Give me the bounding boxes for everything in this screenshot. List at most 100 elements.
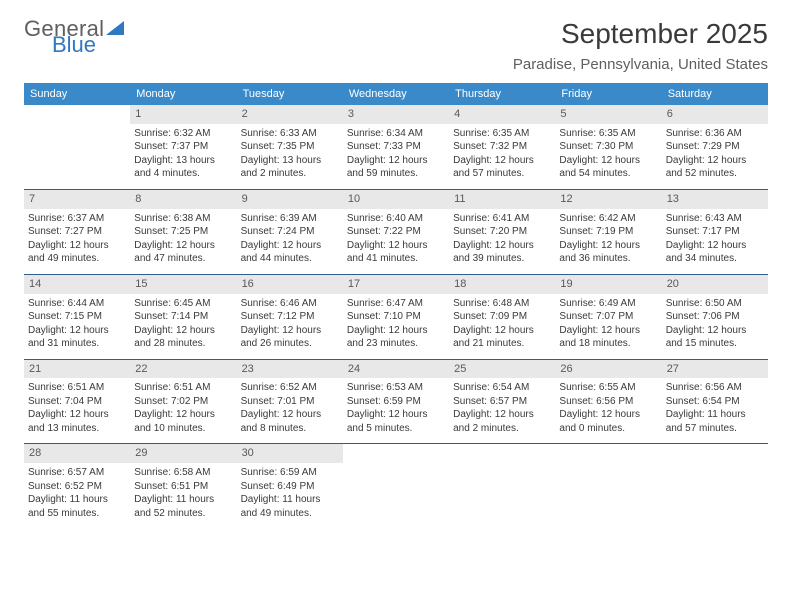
daylight-text: Daylight: 12 hours and 5 minutes. <box>347 408 445 435</box>
week-row: Sunrise: 6:37 AMSunset: 7:27 PMDaylight:… <box>24 209 768 274</box>
day-cell: Sunrise: 6:35 AMSunset: 7:30 PMDaylight:… <box>555 124 661 189</box>
daylight-text: Daylight: 12 hours and 47 minutes. <box>134 239 232 266</box>
day-cell: Sunrise: 6:35 AMSunset: 7:32 PMDaylight:… <box>449 124 555 189</box>
day-cell: Sunrise: 6:32 AMSunset: 7:37 PMDaylight:… <box>130 124 236 189</box>
sunset-text: Sunset: 7:17 PM <box>666 225 764 239</box>
sunrise-text: Sunrise: 6:53 AM <box>347 381 445 395</box>
week-row: Sunrise: 6:51 AMSunset: 7:04 PMDaylight:… <box>24 378 768 443</box>
day-cell: Sunrise: 6:51 AMSunset: 7:02 PMDaylight:… <box>130 378 236 443</box>
day-number-row: 123456 <box>24 105 768 124</box>
daylight-text: Daylight: 12 hours and 8 minutes. <box>241 408 339 435</box>
sunset-text: Sunset: 7:32 PM <box>453 140 551 154</box>
weekday-header: Monday <box>130 83 236 105</box>
sunrise-text: Sunrise: 6:43 AM <box>666 212 764 226</box>
daylight-text: Daylight: 12 hours and 15 minutes. <box>666 324 764 351</box>
logo: General Blue <box>24 18 124 56</box>
day-cell: Sunrise: 6:46 AMSunset: 7:12 PMDaylight:… <box>237 294 343 359</box>
daylight-text: Daylight: 12 hours and 44 minutes. <box>241 239 339 266</box>
day-cell: Sunrise: 6:49 AMSunset: 7:07 PMDaylight:… <box>555 294 661 359</box>
daylight-text: Daylight: 12 hours and 59 minutes. <box>347 154 445 181</box>
day-cell: Sunrise: 6:58 AMSunset: 6:51 PMDaylight:… <box>130 463 236 528</box>
day-cell: Sunrise: 6:40 AMSunset: 7:22 PMDaylight:… <box>343 209 449 274</box>
daylight-text: Daylight: 12 hours and 36 minutes. <box>559 239 657 266</box>
daylight-text: Daylight: 12 hours and 34 minutes. <box>666 239 764 266</box>
sunset-text: Sunset: 7:01 PM <box>241 395 339 409</box>
sunset-text: Sunset: 7:20 PM <box>453 225 551 239</box>
day-number-row: 282930 <box>24 444 768 463</box>
weekday-header: Sunday <box>24 83 130 105</box>
daylight-text: Daylight: 12 hours and 21 minutes. <box>453 324 551 351</box>
calendar-table: Sunday Monday Tuesday Wednesday Thursday… <box>24 83 768 528</box>
sunset-text: Sunset: 7:37 PM <box>134 140 232 154</box>
sunset-text: Sunset: 6:56 PM <box>559 395 657 409</box>
sunrise-text: Sunrise: 6:49 AM <box>559 297 657 311</box>
day-number: 26 <box>555 360 661 379</box>
day-cell: Sunrise: 6:36 AMSunset: 7:29 PMDaylight:… <box>662 124 768 189</box>
sunset-text: Sunset: 6:57 PM <box>453 395 551 409</box>
daylight-text: Daylight: 12 hours and 18 minutes. <box>559 324 657 351</box>
sunrise-text: Sunrise: 6:34 AM <box>347 127 445 141</box>
day-cell: Sunrise: 6:45 AMSunset: 7:14 PMDaylight:… <box>130 294 236 359</box>
day-number-row: 14151617181920 <box>24 275 768 294</box>
sunrise-text: Sunrise: 6:51 AM <box>134 381 232 395</box>
daylight-text: Daylight: 12 hours and 54 minutes. <box>559 154 657 181</box>
day-cell: Sunrise: 6:42 AMSunset: 7:19 PMDaylight:… <box>555 209 661 274</box>
daylight-text: Daylight: 12 hours and 39 minutes. <box>453 239 551 266</box>
day-cell: Sunrise: 6:57 AMSunset: 6:52 PMDaylight:… <box>24 463 130 528</box>
day-number: 6 <box>662 105 768 124</box>
sunrise-text: Sunrise: 6:39 AM <box>241 212 339 226</box>
day-number: 21 <box>24 360 130 379</box>
day-number: 24 <box>343 360 449 379</box>
day-number-row: 78910111213 <box>24 190 768 209</box>
sunset-text: Sunset: 6:59 PM <box>347 395 445 409</box>
day-number: 16 <box>237 275 343 294</box>
day-number <box>449 444 555 463</box>
daylight-text: Daylight: 12 hours and 0 minutes. <box>559 408 657 435</box>
daylight-text: Daylight: 12 hours and 13 minutes. <box>28 408 126 435</box>
sunset-text: Sunset: 7:15 PM <box>28 310 126 324</box>
location-subtitle: Paradise, Pennsylvania, United States <box>513 56 768 73</box>
day-number-row: 21222324252627 <box>24 360 768 379</box>
daylight-text: Daylight: 12 hours and 31 minutes. <box>28 324 126 351</box>
weekday-header: Thursday <box>449 83 555 105</box>
title-block: September 2025 Paradise, Pennsylvania, U… <box>513 18 768 73</box>
day-cell: Sunrise: 6:34 AMSunset: 7:33 PMDaylight:… <box>343 124 449 189</box>
day-number: 19 <box>555 275 661 294</box>
day-number: 10 <box>343 190 449 209</box>
day-cell <box>555 463 661 528</box>
sunset-text: Sunset: 7:35 PM <box>241 140 339 154</box>
sunset-text: Sunset: 7:06 PM <box>666 310 764 324</box>
sunrise-text: Sunrise: 6:48 AM <box>453 297 551 311</box>
day-number: 30 <box>237 444 343 463</box>
sunrise-text: Sunrise: 6:45 AM <box>134 297 232 311</box>
day-number <box>343 444 449 463</box>
day-number: 7 <box>24 190 130 209</box>
sunrise-text: Sunrise: 6:58 AM <box>134 466 232 480</box>
daylight-text: Daylight: 11 hours and 57 minutes. <box>666 408 764 435</box>
weekday-header: Tuesday <box>237 83 343 105</box>
day-cell: Sunrise: 6:44 AMSunset: 7:15 PMDaylight:… <box>24 294 130 359</box>
sunrise-text: Sunrise: 6:54 AM <box>453 381 551 395</box>
sunrise-text: Sunrise: 6:57 AM <box>28 466 126 480</box>
day-number: 11 <box>449 190 555 209</box>
day-cell: Sunrise: 6:54 AMSunset: 6:57 PMDaylight:… <box>449 378 555 443</box>
day-cell: Sunrise: 6:51 AMSunset: 7:04 PMDaylight:… <box>24 378 130 443</box>
sunrise-text: Sunrise: 6:42 AM <box>559 212 657 226</box>
sunrise-text: Sunrise: 6:56 AM <box>666 381 764 395</box>
sunrise-text: Sunrise: 6:46 AM <box>241 297 339 311</box>
day-number: 14 <box>24 275 130 294</box>
sunrise-text: Sunrise: 6:44 AM <box>28 297 126 311</box>
sunset-text: Sunset: 7:02 PM <box>134 395 232 409</box>
day-number: 12 <box>555 190 661 209</box>
daylight-text: Daylight: 11 hours and 49 minutes. <box>241 493 339 520</box>
daylight-text: Daylight: 12 hours and 26 minutes. <box>241 324 339 351</box>
sunset-text: Sunset: 6:51 PM <box>134 480 232 494</box>
day-number: 13 <box>662 190 768 209</box>
sunrise-text: Sunrise: 6:47 AM <box>347 297 445 311</box>
day-number: 15 <box>130 275 236 294</box>
day-cell: Sunrise: 6:53 AMSunset: 6:59 PMDaylight:… <box>343 378 449 443</box>
day-cell <box>449 463 555 528</box>
daylight-text: Daylight: 11 hours and 52 minutes. <box>134 493 232 520</box>
sunrise-text: Sunrise: 6:33 AM <box>241 127 339 141</box>
weekday-header: Friday <box>555 83 661 105</box>
